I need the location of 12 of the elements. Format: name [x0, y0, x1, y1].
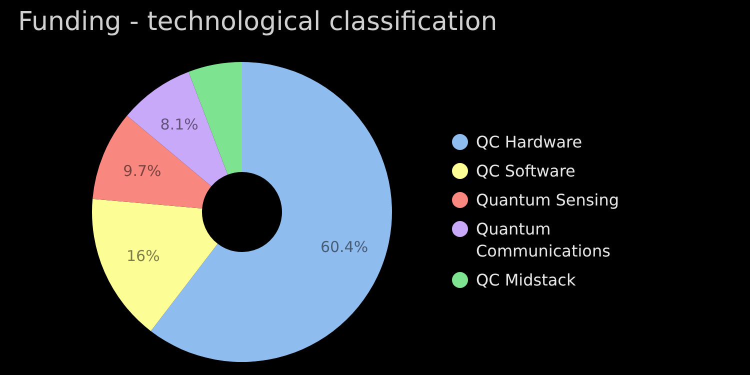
legend-label: Quantum Sensing: [476, 190, 619, 210]
data-label: 9.7%: [123, 162, 162, 180]
legend-label: QC Hardware: [476, 132, 582, 152]
data-label: 60.4%: [320, 238, 368, 256]
legend-label: Quantum Communications: [476, 220, 610, 261]
legend-label: QC Midstack: [476, 270, 576, 290]
donut-slice: [92, 116, 212, 208]
legend-label: QC Software: [476, 162, 576, 181]
chart-title: Funding - technological classification: [18, 7, 498, 37]
data-label: 8.1%: [160, 115, 198, 134]
data-label: 16%: [126, 246, 160, 265]
donut-slice: [92, 198, 218, 332]
